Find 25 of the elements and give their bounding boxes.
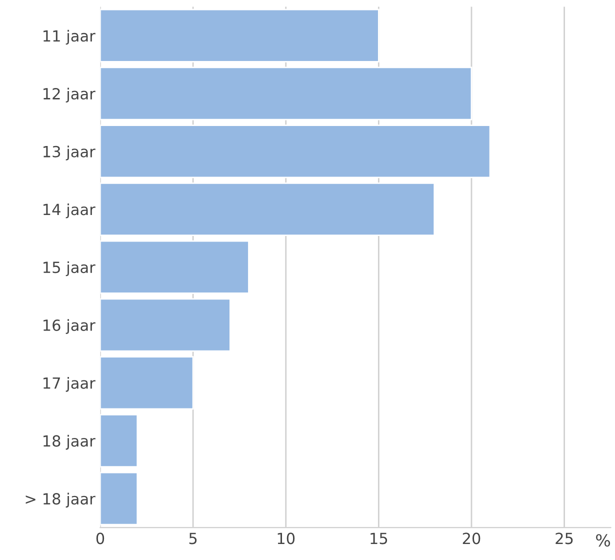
y-tick-label: 15 jaar [44,261,96,276]
y-tick-label: 18 jaar [44,434,96,450]
x-tick-label: 25 [556,532,573,544]
y-tick-label: 16 jaar [44,319,96,334]
x-tick-label: 10 [278,532,295,544]
y-tick-label: 11 jaar [44,30,96,45]
bar [100,472,138,526]
bar [100,240,250,294]
x-axis-title: % [596,534,610,547]
y-tick-label: > 18 jaar [26,492,96,508]
bar [100,124,491,178]
y-tick-label: 14 jaar [44,203,96,218]
bar [100,414,138,468]
x-tick-label: 15 [370,532,388,544]
x-tick-label: 20 [462,532,480,544]
bar [100,182,436,236]
y-tick-label: 13 jaar [44,146,96,160]
x-tick-label: 5 [189,532,197,544]
bar [100,298,231,352]
bar [100,66,472,120]
bar [100,8,380,62]
bar [100,356,194,410]
y-tick-label: 17 jaar [44,377,96,392]
y-tick-label: 12 jaar [44,88,96,102]
x-tick-label: 0 [96,532,104,544]
